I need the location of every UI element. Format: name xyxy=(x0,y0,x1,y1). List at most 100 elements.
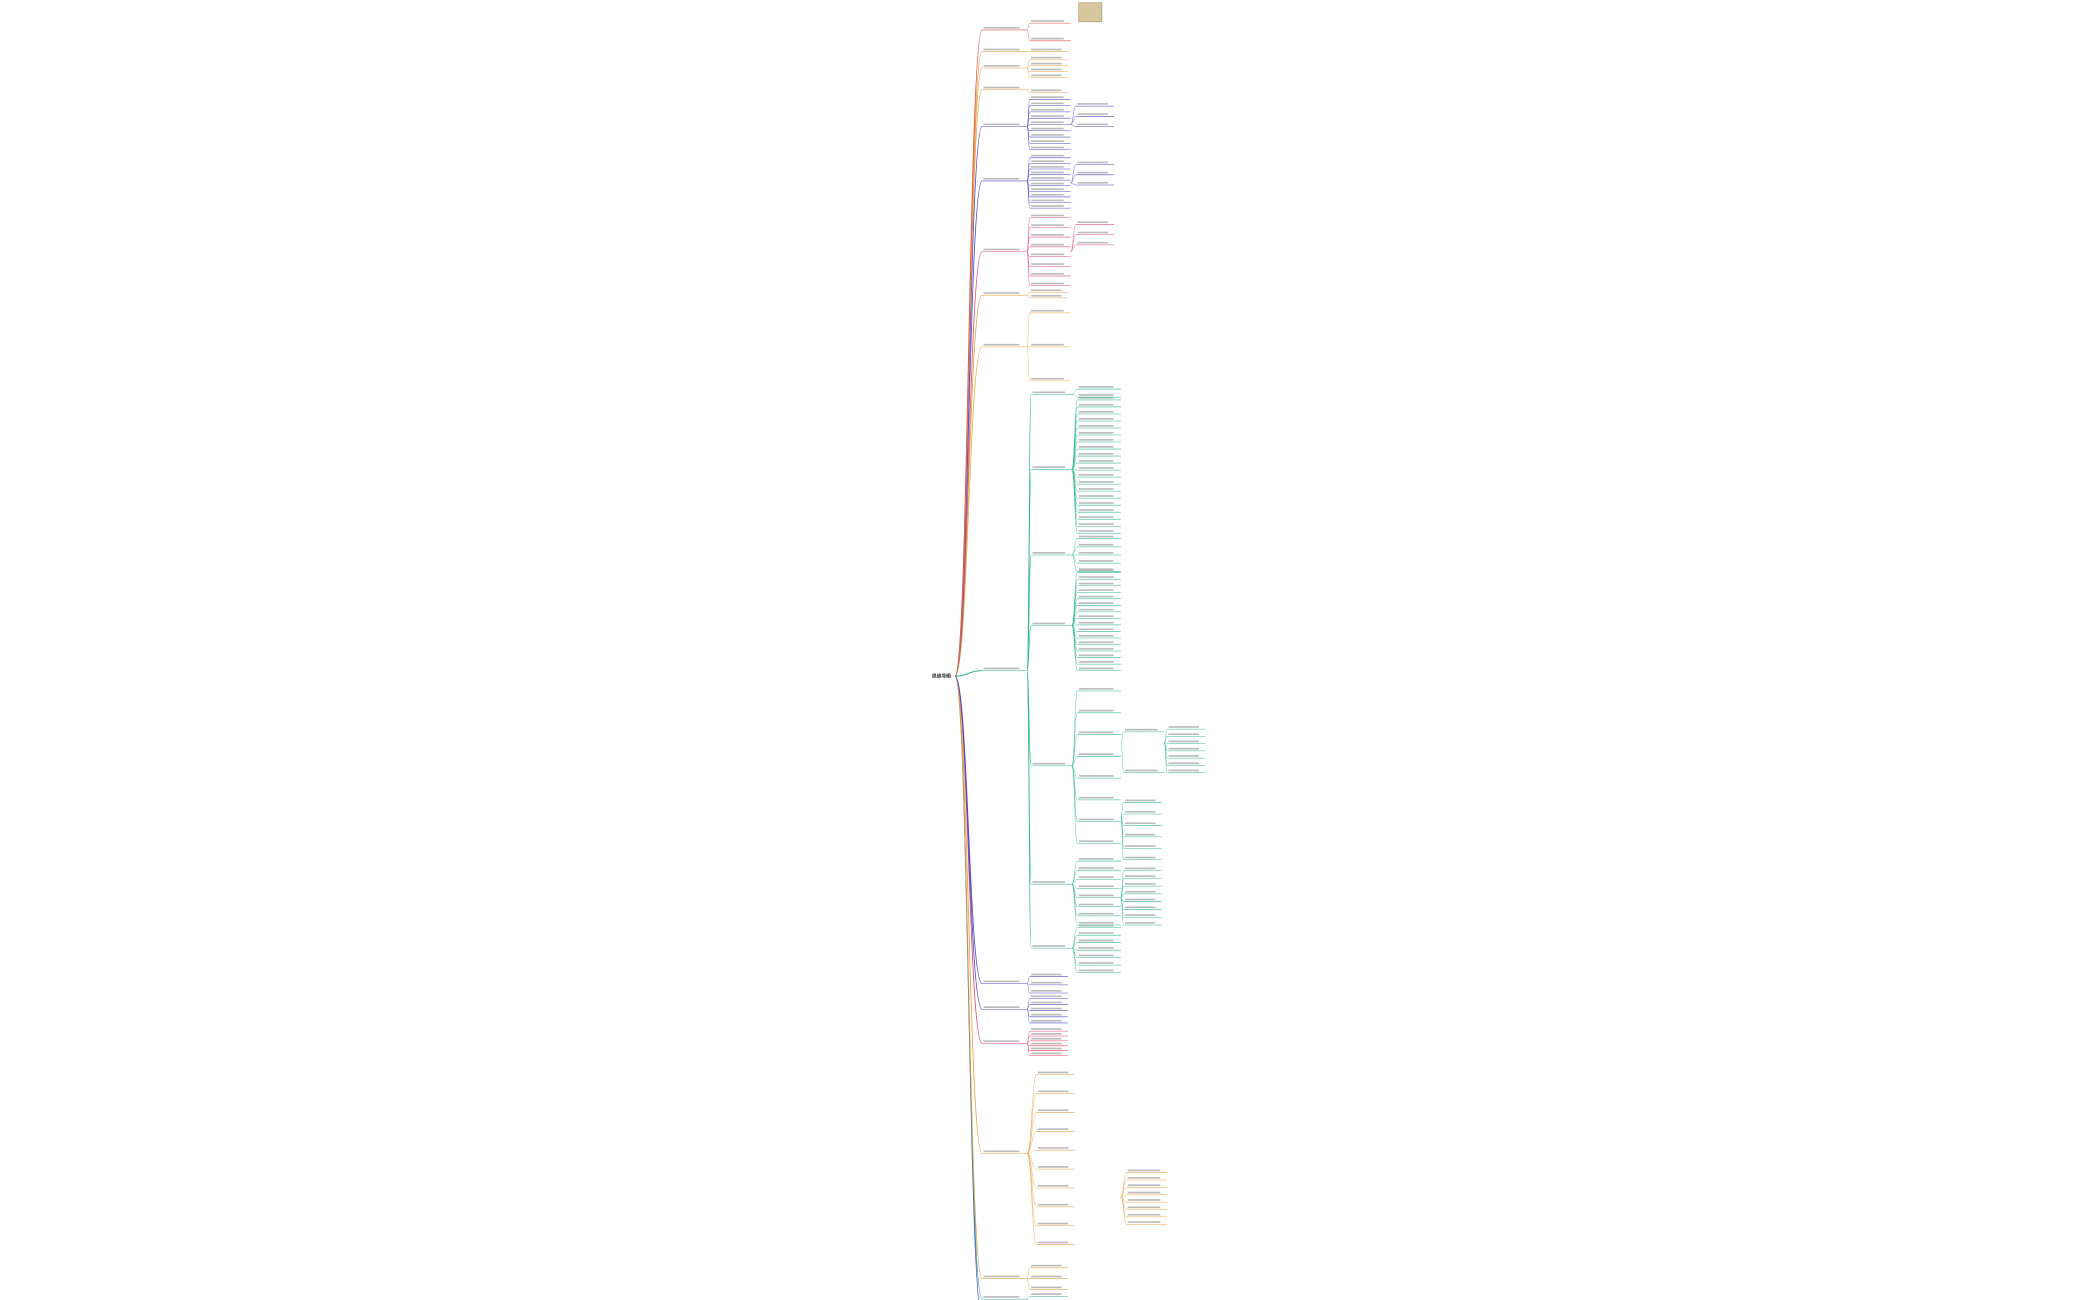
text-placeholder xyxy=(1078,474,1114,476)
text-placeholder xyxy=(1031,990,1062,992)
text-placeholder xyxy=(1078,530,1114,532)
text-placeholder xyxy=(1078,932,1114,934)
text-placeholder xyxy=(983,1006,1020,1008)
text-placeholder xyxy=(1078,568,1114,570)
text-placeholder xyxy=(1078,582,1114,585)
text-placeholder xyxy=(1031,1033,1062,1035)
connector xyxy=(1071,883,1078,917)
text-placeholder xyxy=(1078,962,1114,964)
text-placeholder xyxy=(1037,1090,1069,1093)
connector xyxy=(1026,1112,1037,1154)
text-placeholder xyxy=(1031,1028,1062,1030)
text-placeholder xyxy=(1031,234,1064,236)
text-placeholder xyxy=(1031,214,1064,217)
text-placeholder xyxy=(1031,154,1064,157)
connector xyxy=(1026,554,1032,671)
connector xyxy=(1026,29,1030,42)
text-placeholder xyxy=(1031,127,1064,130)
text-placeholder xyxy=(1037,1128,1069,1130)
connector xyxy=(1071,538,1078,556)
text-placeholder xyxy=(1037,1222,1069,1225)
connector xyxy=(954,675,983,1010)
text-placeholder xyxy=(1078,495,1114,497)
connector xyxy=(1071,546,1078,556)
connector xyxy=(1026,670,1032,885)
text-placeholder xyxy=(1078,641,1114,644)
text-placeholder xyxy=(983,1296,1020,1298)
text-placeholder xyxy=(1078,912,1114,915)
text-placeholder xyxy=(1078,894,1114,897)
text-placeholder xyxy=(1124,898,1156,901)
connector xyxy=(1026,99,1030,127)
text-placeholder xyxy=(1078,709,1114,712)
connector xyxy=(1026,1278,1030,1290)
text-placeholder xyxy=(983,1040,1020,1042)
text-placeholder xyxy=(1078,589,1114,591)
connector xyxy=(1026,180,1030,203)
text-placeholder xyxy=(1032,466,1066,468)
text-placeholder xyxy=(1168,740,1199,743)
connector xyxy=(1026,983,1030,994)
text-placeholder xyxy=(1077,171,1108,174)
connector xyxy=(1026,1298,1029,1300)
text-placeholder xyxy=(1124,769,1158,772)
text-placeholder xyxy=(1078,394,1114,396)
text-placeholder xyxy=(983,343,1020,346)
text-placeholder xyxy=(983,26,1020,29)
connector xyxy=(1026,251,1030,286)
text-placeholder xyxy=(1078,488,1114,490)
text-placeholder xyxy=(1037,1185,1069,1187)
connector xyxy=(1071,883,1078,889)
text-placeholder xyxy=(1031,177,1064,179)
connector xyxy=(1026,394,1032,671)
text-placeholder xyxy=(1078,947,1114,949)
text-placeholder xyxy=(1078,502,1114,504)
connector xyxy=(1071,388,1078,395)
text-placeholder xyxy=(1031,20,1064,22)
text-placeholder xyxy=(1031,1037,1062,1040)
text-placeholder xyxy=(1031,188,1064,190)
connector xyxy=(1071,860,1078,885)
text-placeholder xyxy=(1124,845,1156,847)
text-placeholder xyxy=(1078,410,1114,413)
text-placeholder xyxy=(1168,726,1199,728)
text-placeholder xyxy=(1124,890,1156,893)
text-placeholder xyxy=(1078,446,1114,448)
text-placeholder xyxy=(1031,108,1064,111)
text-placeholder xyxy=(983,123,1020,126)
text-placeholder xyxy=(1078,867,1114,869)
text-placeholder xyxy=(1168,762,1199,765)
text-placeholder xyxy=(1124,799,1156,802)
text-placeholder xyxy=(1031,995,1062,998)
connector xyxy=(1120,1179,1127,1198)
connector xyxy=(954,251,983,677)
text-placeholder xyxy=(1031,1293,1062,1296)
connector xyxy=(1026,998,1030,1010)
connector xyxy=(1120,742,1124,773)
text-placeholder xyxy=(1031,115,1064,117)
connector xyxy=(1120,1196,1127,1210)
text-placeholder xyxy=(1032,881,1066,883)
text-placeholder xyxy=(1031,68,1062,71)
text-placeholder xyxy=(983,667,1020,670)
text-placeholder xyxy=(1032,552,1066,554)
text-placeholder xyxy=(1078,621,1114,624)
connector xyxy=(954,29,983,677)
text-placeholder xyxy=(1031,272,1064,275)
text-placeholder xyxy=(1031,48,1062,51)
connector xyxy=(1026,217,1030,252)
text-placeholder xyxy=(1031,282,1064,285)
text-placeholder xyxy=(1078,509,1114,511)
text-placeholder xyxy=(1078,667,1114,670)
connector xyxy=(1071,554,1078,572)
map-layer: 思维导图 xyxy=(927,2,1206,1300)
text-placeholder xyxy=(1078,885,1114,888)
text-placeholder xyxy=(1168,733,1199,736)
connector xyxy=(1026,22,1030,31)
connector xyxy=(1071,625,1078,658)
text-placeholder xyxy=(1032,762,1066,765)
text-placeholder xyxy=(1078,386,1114,388)
text-placeholder xyxy=(1127,1191,1161,1194)
text-placeholder xyxy=(1078,775,1114,777)
